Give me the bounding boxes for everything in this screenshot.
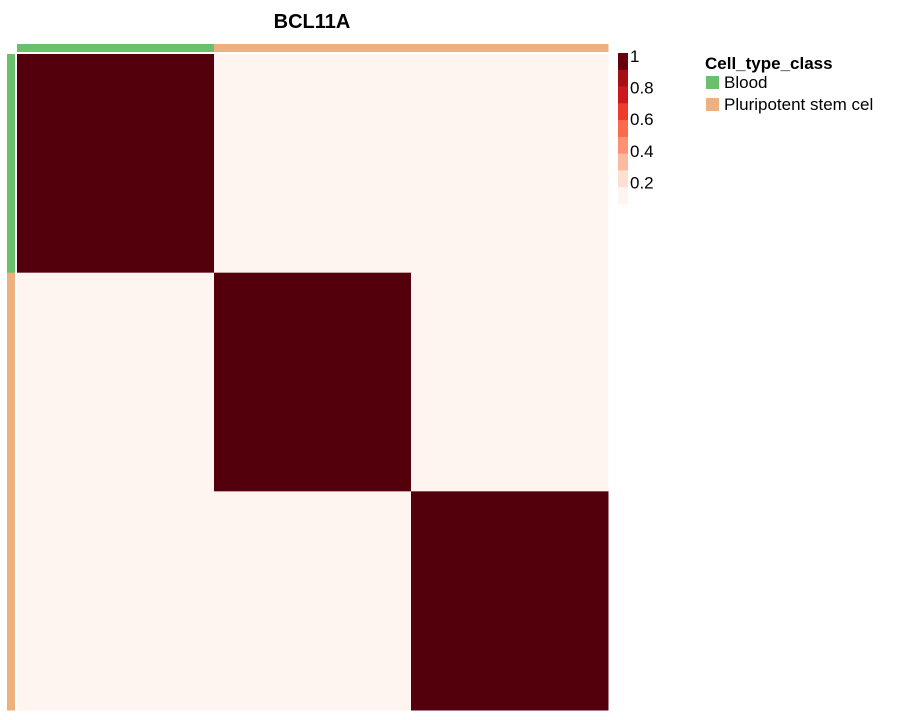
heatmap-cell-r3-c2 [214, 491, 412, 711]
colorbar-segment-8 [618, 170, 628, 188]
legend-label: Pluripotent stem cel [724, 95, 873, 114]
annotation-legend: Cell_type_class Blood Pluripotent stem ce… [705, 54, 873, 114]
heatmap-cell-r3-c1 [17, 491, 215, 711]
colorbar-tick-label: 0.8 [630, 79, 654, 98]
colorbar: 1 0.8 0.6 0.4 0.2 [618, 47, 654, 205]
colorbar-tick-label: 0.4 [630, 142, 654, 161]
legend-label: Blood [724, 73, 767, 92]
row-annotation-cell-1 [7, 54, 15, 274]
legend-title: Cell_type_class [705, 54, 833, 73]
heatmap-cell-r1-c3 [411, 54, 609, 274]
row-annotation-cell-3 [7, 491, 15, 711]
legend-swatch [706, 76, 719, 89]
colorbar-tick-label: 0.2 [630, 173, 654, 192]
column-annotation-cell-3 [411, 44, 609, 52]
heatmap-cells [17, 54, 609, 711]
colorbar-segment-3 [618, 86, 628, 104]
heatmap-cell-r2-c3 [411, 272, 609, 492]
heatmap-cell-r2-c2 [214, 272, 412, 492]
heatmap-cell-r1-c1 [17, 54, 215, 274]
colorbar-segment-4 [618, 103, 628, 121]
colorbar-segment-7 [618, 153, 628, 171]
column-annotation-cell-1 [17, 44, 215, 52]
legend-swatch [706, 98, 719, 111]
colorbar-segment-6 [618, 136, 628, 154]
heatmap-cell-r2-c1 [17, 272, 215, 492]
colorbar-tick-label: 1 [630, 47, 639, 66]
heatmap-cell-r1-c2 [214, 54, 412, 274]
column-annotation-cell-2 [214, 44, 412, 52]
colorbar-tick-label: 0.6 [630, 110, 654, 129]
heatmap-cell-r3-c3 [411, 491, 609, 711]
colorbar-segment-1 [618, 53, 628, 71]
colorbar-segment-9 [618, 187, 628, 205]
colorbar-segment-2 [618, 69, 628, 87]
chart-title: BCL11A [274, 11, 351, 33]
column-annotation-bar [17, 44, 609, 52]
row-annotation-cell-2 [7, 272, 15, 492]
colorbar-segment-5 [618, 120, 628, 138]
row-annotation-bar [7, 54, 15, 711]
